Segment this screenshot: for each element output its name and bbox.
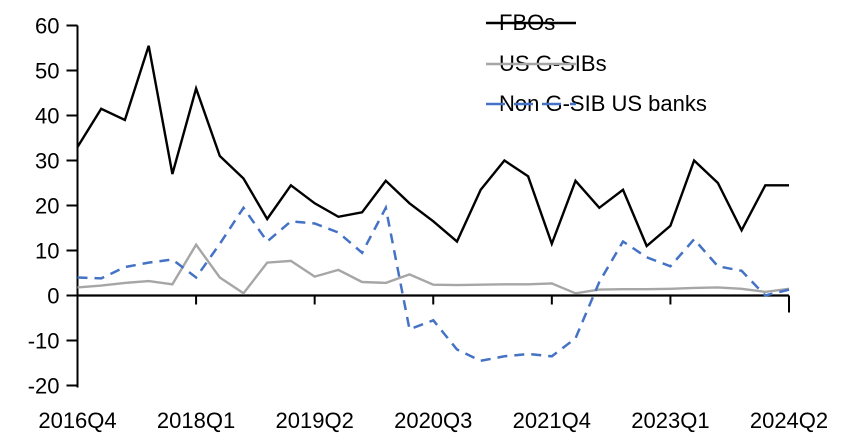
legend-label-non-gsib: Non G-SIB US banks — [499, 91, 707, 116]
y-tick-label: 0 — [47, 284, 59, 309]
us-gsibs-line-swatch — [486, 62, 576, 66]
y-tick-label: 60 — [35, 14, 59, 39]
x-tick-label: 2018Q1 — [157, 408, 235, 433]
y-tick-label: 30 — [35, 149, 59, 174]
legend-item-fbos: FBOs — [486, 11, 576, 35]
x-tick-label: 2016Q4 — [38, 408, 116, 433]
y-tick-label: 50 — [35, 59, 59, 84]
y-axis-labels: -20 -10 0 10 20 30 40 50 60 — [28, 14, 60, 399]
x-tick-label: 2021Q4 — [513, 408, 591, 433]
series-line-1 — [77, 242, 790, 295]
x-axis-labels: 2016Q4 2018Q1 2019Q2 2020Q3 2021Q4 2023Q1 2024… — [38, 408, 828, 433]
y-tick-label: 40 — [35, 104, 59, 129]
series-line-0 — [76, 45, 789, 248]
series-line-2 — [77, 204, 790, 363]
x-tick-label: 2024Q2 — [750, 408, 828, 433]
axes — [66, 24, 790, 388]
y-tick-label: 20 — [35, 194, 59, 219]
fbos-line-swatch — [486, 21, 576, 25]
legend-item-us-gsibs: US G-SIBs — [486, 52, 607, 76]
series-lines — [76, 45, 790, 363]
x-tick-label: 2023Q1 — [631, 408, 709, 433]
x-tick-label: 2019Q2 — [276, 408, 354, 433]
y-tick-label: 10 — [35, 239, 59, 264]
y-tick-label: -10 — [28, 329, 60, 354]
legend-item-non-gsib: Non G-SIB US banks — [486, 92, 707, 116]
x-tick-label: 2020Q3 — [394, 408, 472, 433]
y-tick-label: -20 — [28, 374, 60, 399]
non-gsib-line-swatch — [486, 102, 576, 106]
